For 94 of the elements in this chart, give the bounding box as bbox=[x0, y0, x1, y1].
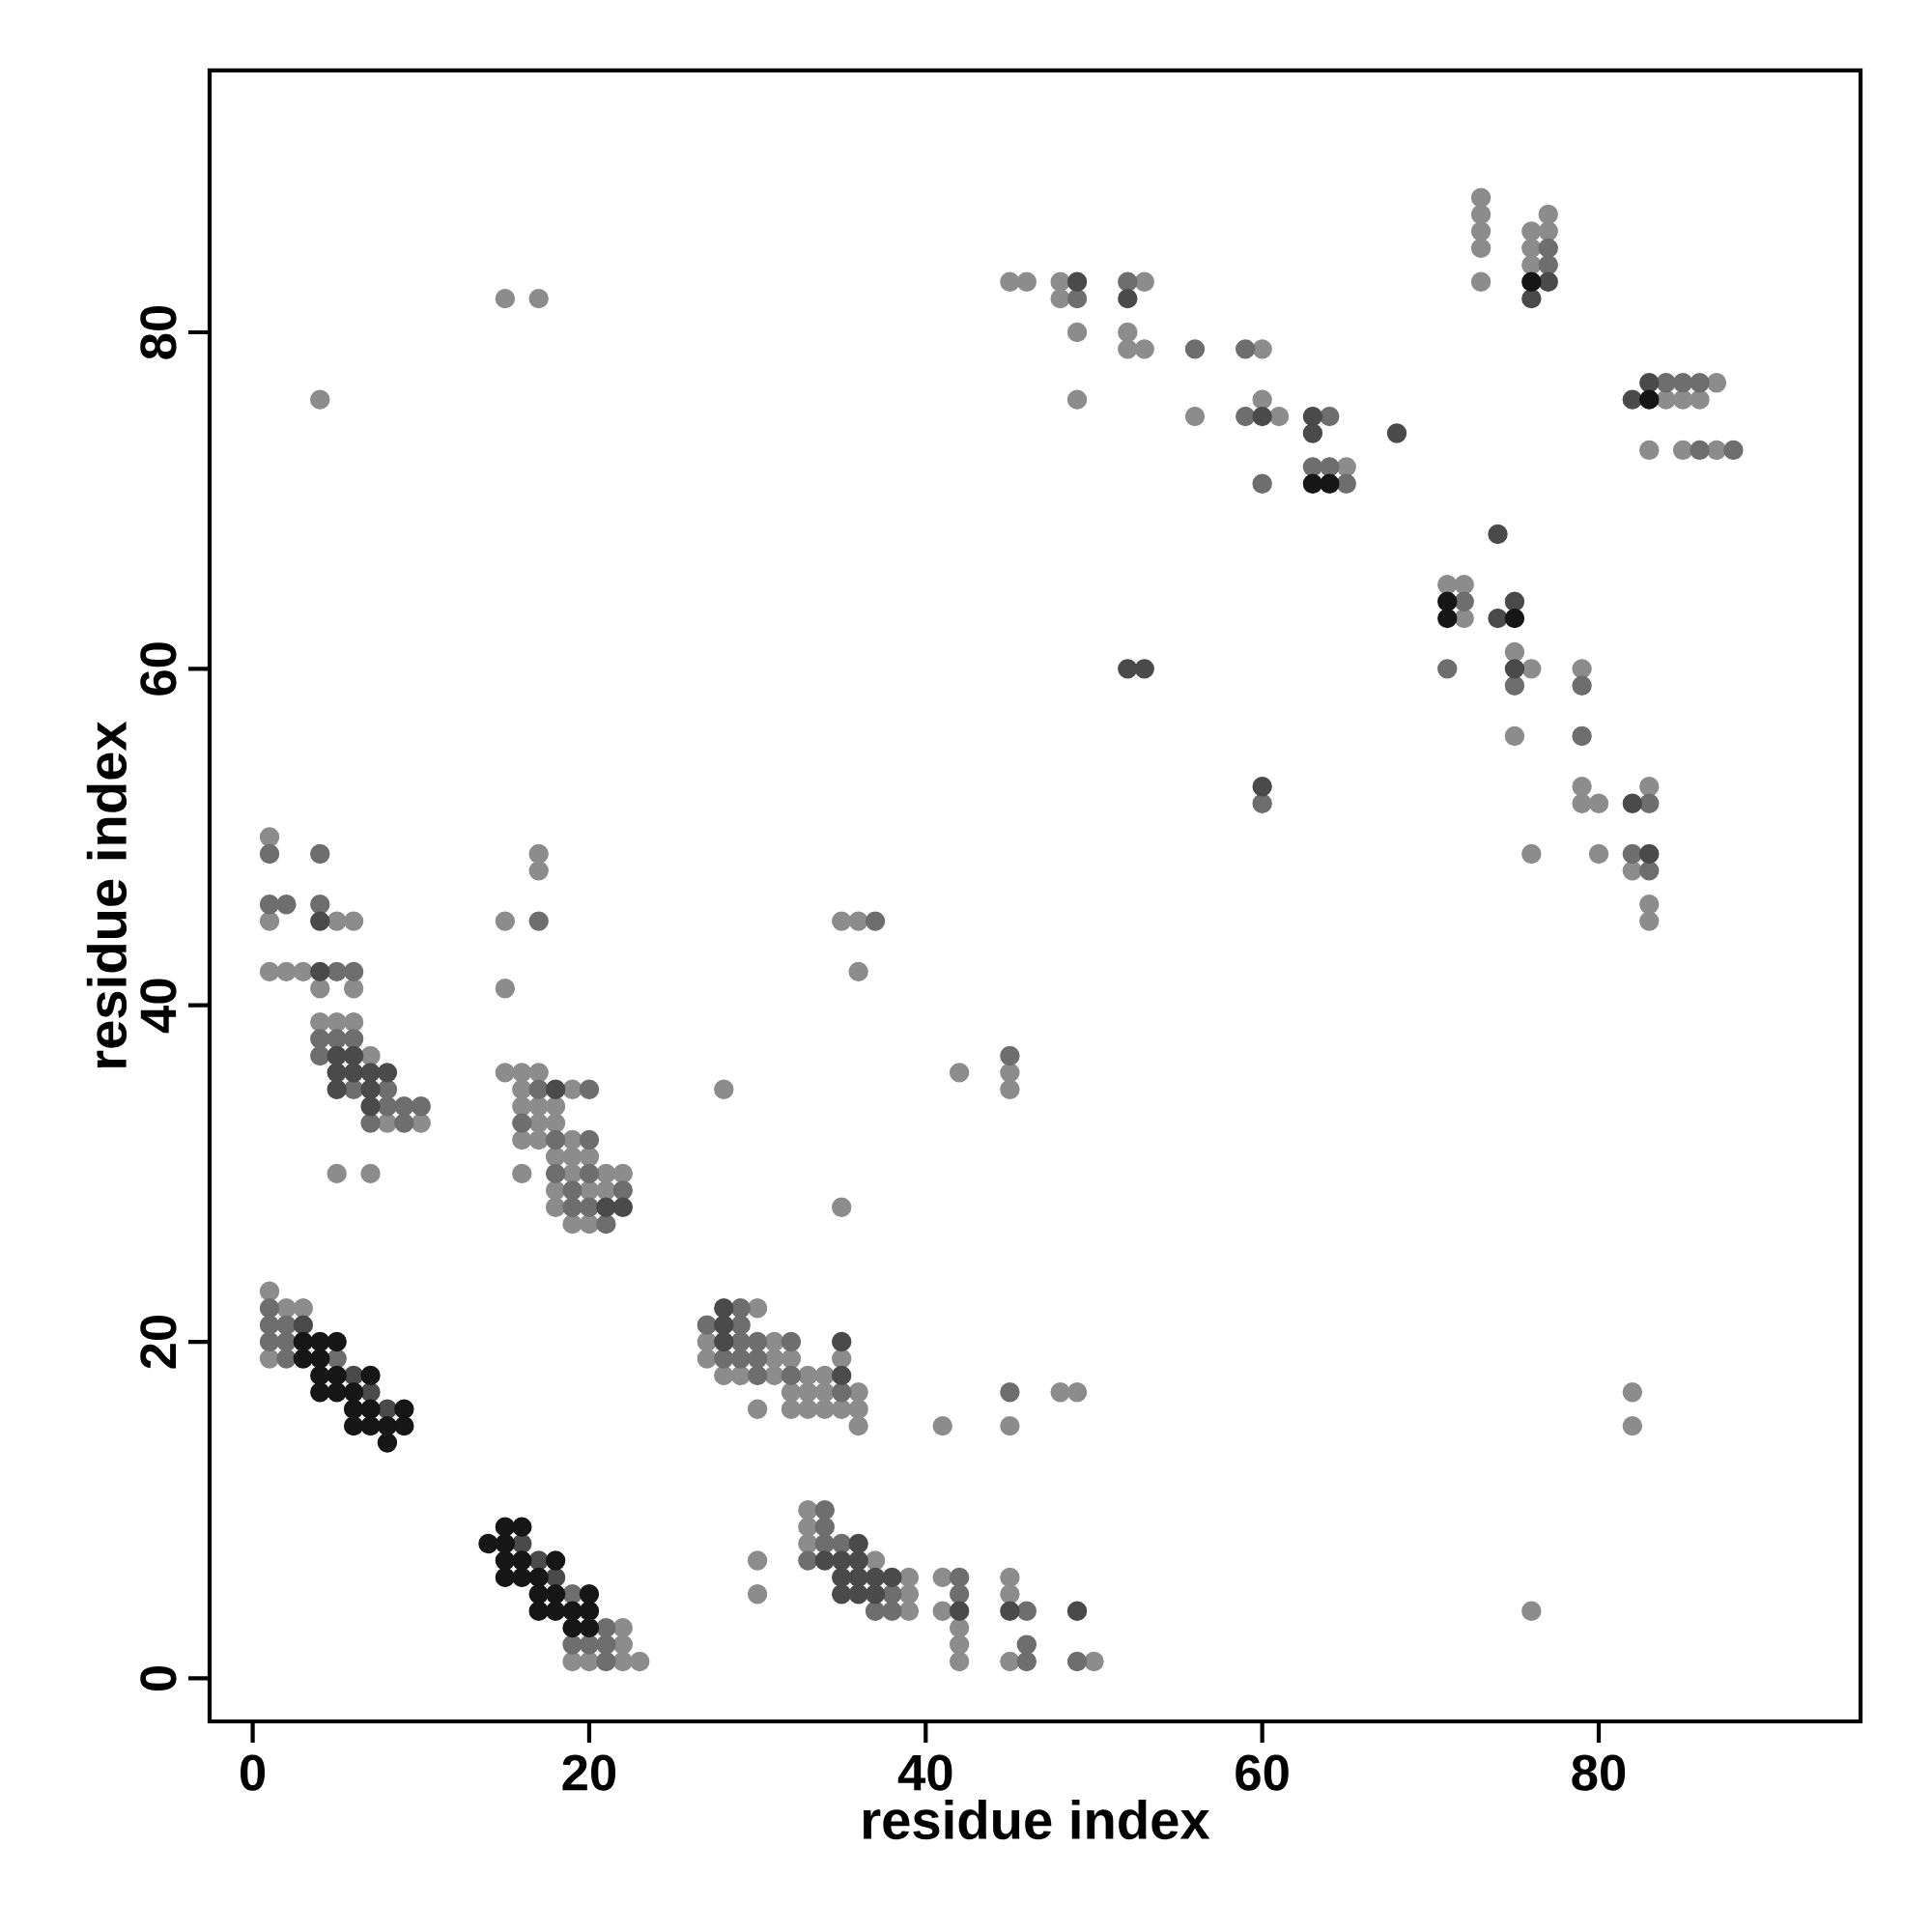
point bbox=[327, 1079, 347, 1099]
point bbox=[394, 1399, 414, 1419]
point bbox=[714, 1298, 734, 1319]
point bbox=[545, 1079, 566, 1099]
point bbox=[310, 911, 330, 931]
x-tick-label: 80 bbox=[1572, 1754, 1626, 1791]
y-tick-label: 40 bbox=[140, 979, 177, 1034]
point bbox=[1437, 608, 1458, 629]
point bbox=[1488, 608, 1508, 629]
point bbox=[310, 961, 330, 982]
point bbox=[545, 1550, 566, 1571]
point bbox=[495, 1567, 516, 1588]
point bbox=[882, 1567, 902, 1588]
point bbox=[562, 1617, 582, 1638]
point bbox=[310, 1382, 330, 1403]
point bbox=[394, 1415, 414, 1436]
point bbox=[360, 1399, 381, 1419]
point bbox=[1118, 659, 1138, 679]
point bbox=[377, 1433, 398, 1453]
point bbox=[832, 1365, 852, 1386]
point bbox=[360, 1096, 381, 1117]
point bbox=[1538, 271, 1558, 292]
point bbox=[360, 1365, 381, 1386]
point bbox=[512, 1567, 532, 1588]
point bbox=[949, 1601, 970, 1621]
point bbox=[327, 1331, 347, 1352]
point bbox=[1437, 591, 1458, 611]
point bbox=[832, 1331, 852, 1352]
point bbox=[1252, 777, 1272, 797]
point bbox=[293, 1315, 314, 1335]
point bbox=[1302, 423, 1323, 443]
point bbox=[596, 1197, 616, 1217]
y-tick-label: 60 bbox=[140, 642, 177, 696]
point bbox=[1639, 389, 1660, 410]
x-tick-label: 60 bbox=[1236, 1754, 1289, 1791]
point bbox=[1639, 373, 1660, 393]
point bbox=[1066, 271, 1088, 292]
point bbox=[814, 1550, 835, 1571]
point bbox=[1622, 389, 1643, 410]
point bbox=[848, 1584, 868, 1605]
point bbox=[377, 1063, 398, 1083]
point bbox=[848, 1533, 868, 1554]
point bbox=[714, 1331, 734, 1352]
point bbox=[1504, 608, 1525, 629]
point bbox=[1521, 288, 1542, 309]
point bbox=[1302, 406, 1323, 427]
point bbox=[1252, 406, 1272, 427]
point bbox=[1066, 1601, 1088, 1621]
point bbox=[1488, 524, 1508, 545]
point bbox=[1639, 843, 1660, 865]
y-axis-title: residue index bbox=[86, 721, 128, 1068]
point bbox=[579, 1617, 600, 1638]
point bbox=[343, 1063, 364, 1083]
point bbox=[1000, 1601, 1020, 1621]
point bbox=[327, 1365, 347, 1386]
x-tick-label: 0 bbox=[241, 1754, 266, 1791]
point bbox=[1302, 473, 1323, 494]
point bbox=[579, 1601, 600, 1621]
point bbox=[832, 1584, 852, 1605]
x-tick-label: 40 bbox=[897, 1754, 952, 1791]
x-axis-title: residue index bbox=[863, 1799, 1210, 1840]
point bbox=[545, 1601, 566, 1621]
y-tick-label: 20 bbox=[140, 1315, 177, 1369]
point bbox=[1118, 288, 1138, 309]
point bbox=[1504, 591, 1525, 611]
point bbox=[343, 1045, 364, 1066]
point bbox=[293, 1349, 314, 1369]
point bbox=[495, 1533, 516, 1554]
point bbox=[714, 1315, 734, 1335]
point bbox=[1386, 423, 1407, 443]
y-tick-label: 0 bbox=[140, 1665, 177, 1690]
point bbox=[512, 1517, 532, 1537]
point bbox=[1504, 659, 1525, 679]
point bbox=[528, 1567, 549, 1588]
point bbox=[612, 1197, 633, 1217]
y-tick-label: 80 bbox=[140, 305, 177, 359]
point bbox=[1134, 659, 1154, 679]
point bbox=[478, 1533, 498, 1554]
point bbox=[310, 1349, 330, 1369]
point bbox=[545, 1584, 566, 1605]
point bbox=[512, 1550, 532, 1571]
point bbox=[848, 1550, 868, 1571]
point bbox=[343, 1415, 364, 1436]
point bbox=[1320, 473, 1340, 494]
point bbox=[327, 1382, 347, 1403]
point bbox=[579, 1584, 600, 1605]
point bbox=[360, 1415, 381, 1436]
point bbox=[360, 1079, 381, 1099]
point bbox=[528, 1601, 549, 1621]
point bbox=[865, 1584, 886, 1605]
point bbox=[1521, 271, 1542, 292]
x-tick-label: 20 bbox=[562, 1754, 616, 1791]
point bbox=[1622, 793, 1643, 813]
point bbox=[343, 1382, 364, 1403]
